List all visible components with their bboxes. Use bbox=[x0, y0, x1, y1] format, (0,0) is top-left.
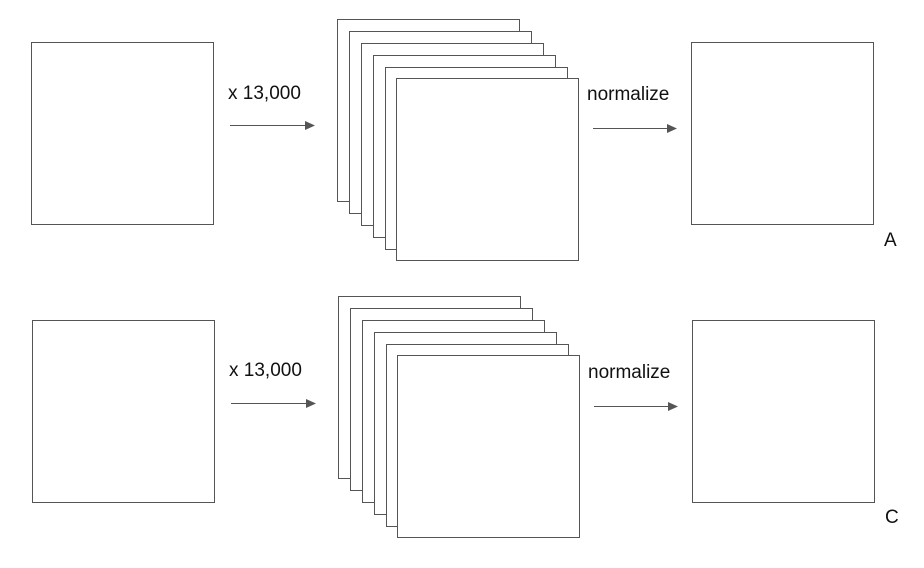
panel-label-a: A bbox=[884, 230, 897, 251]
pipeline-row-2: x 13,000 normalize C bbox=[32, 296, 899, 538]
output-image-box-1 bbox=[691, 42, 874, 225]
pipeline-row-1: x 13,000 normalize A bbox=[31, 19, 897, 261]
input-image-box-2 bbox=[32, 320, 215, 503]
arrow-right-icon bbox=[593, 124, 677, 133]
image-stack-2 bbox=[338, 296, 580, 538]
arrow-right-icon bbox=[230, 121, 315, 130]
normalize-label-1: normalize bbox=[587, 84, 669, 105]
input-image-box-1 bbox=[31, 42, 214, 225]
multiply-label-1: x 13,000 bbox=[228, 83, 301, 104]
image-stack-1 bbox=[337, 19, 579, 261]
panel-label-c: C bbox=[885, 507, 899, 528]
stack-frame bbox=[397, 355, 580, 538]
output-image-box-2 bbox=[692, 320, 875, 503]
stack-frame bbox=[396, 78, 579, 261]
normalize-label-2: normalize bbox=[588, 362, 670, 383]
arrow-right-icon bbox=[231, 399, 316, 408]
arrow-right-icon bbox=[594, 402, 678, 411]
multiply-label-2: x 13,000 bbox=[229, 360, 302, 381]
